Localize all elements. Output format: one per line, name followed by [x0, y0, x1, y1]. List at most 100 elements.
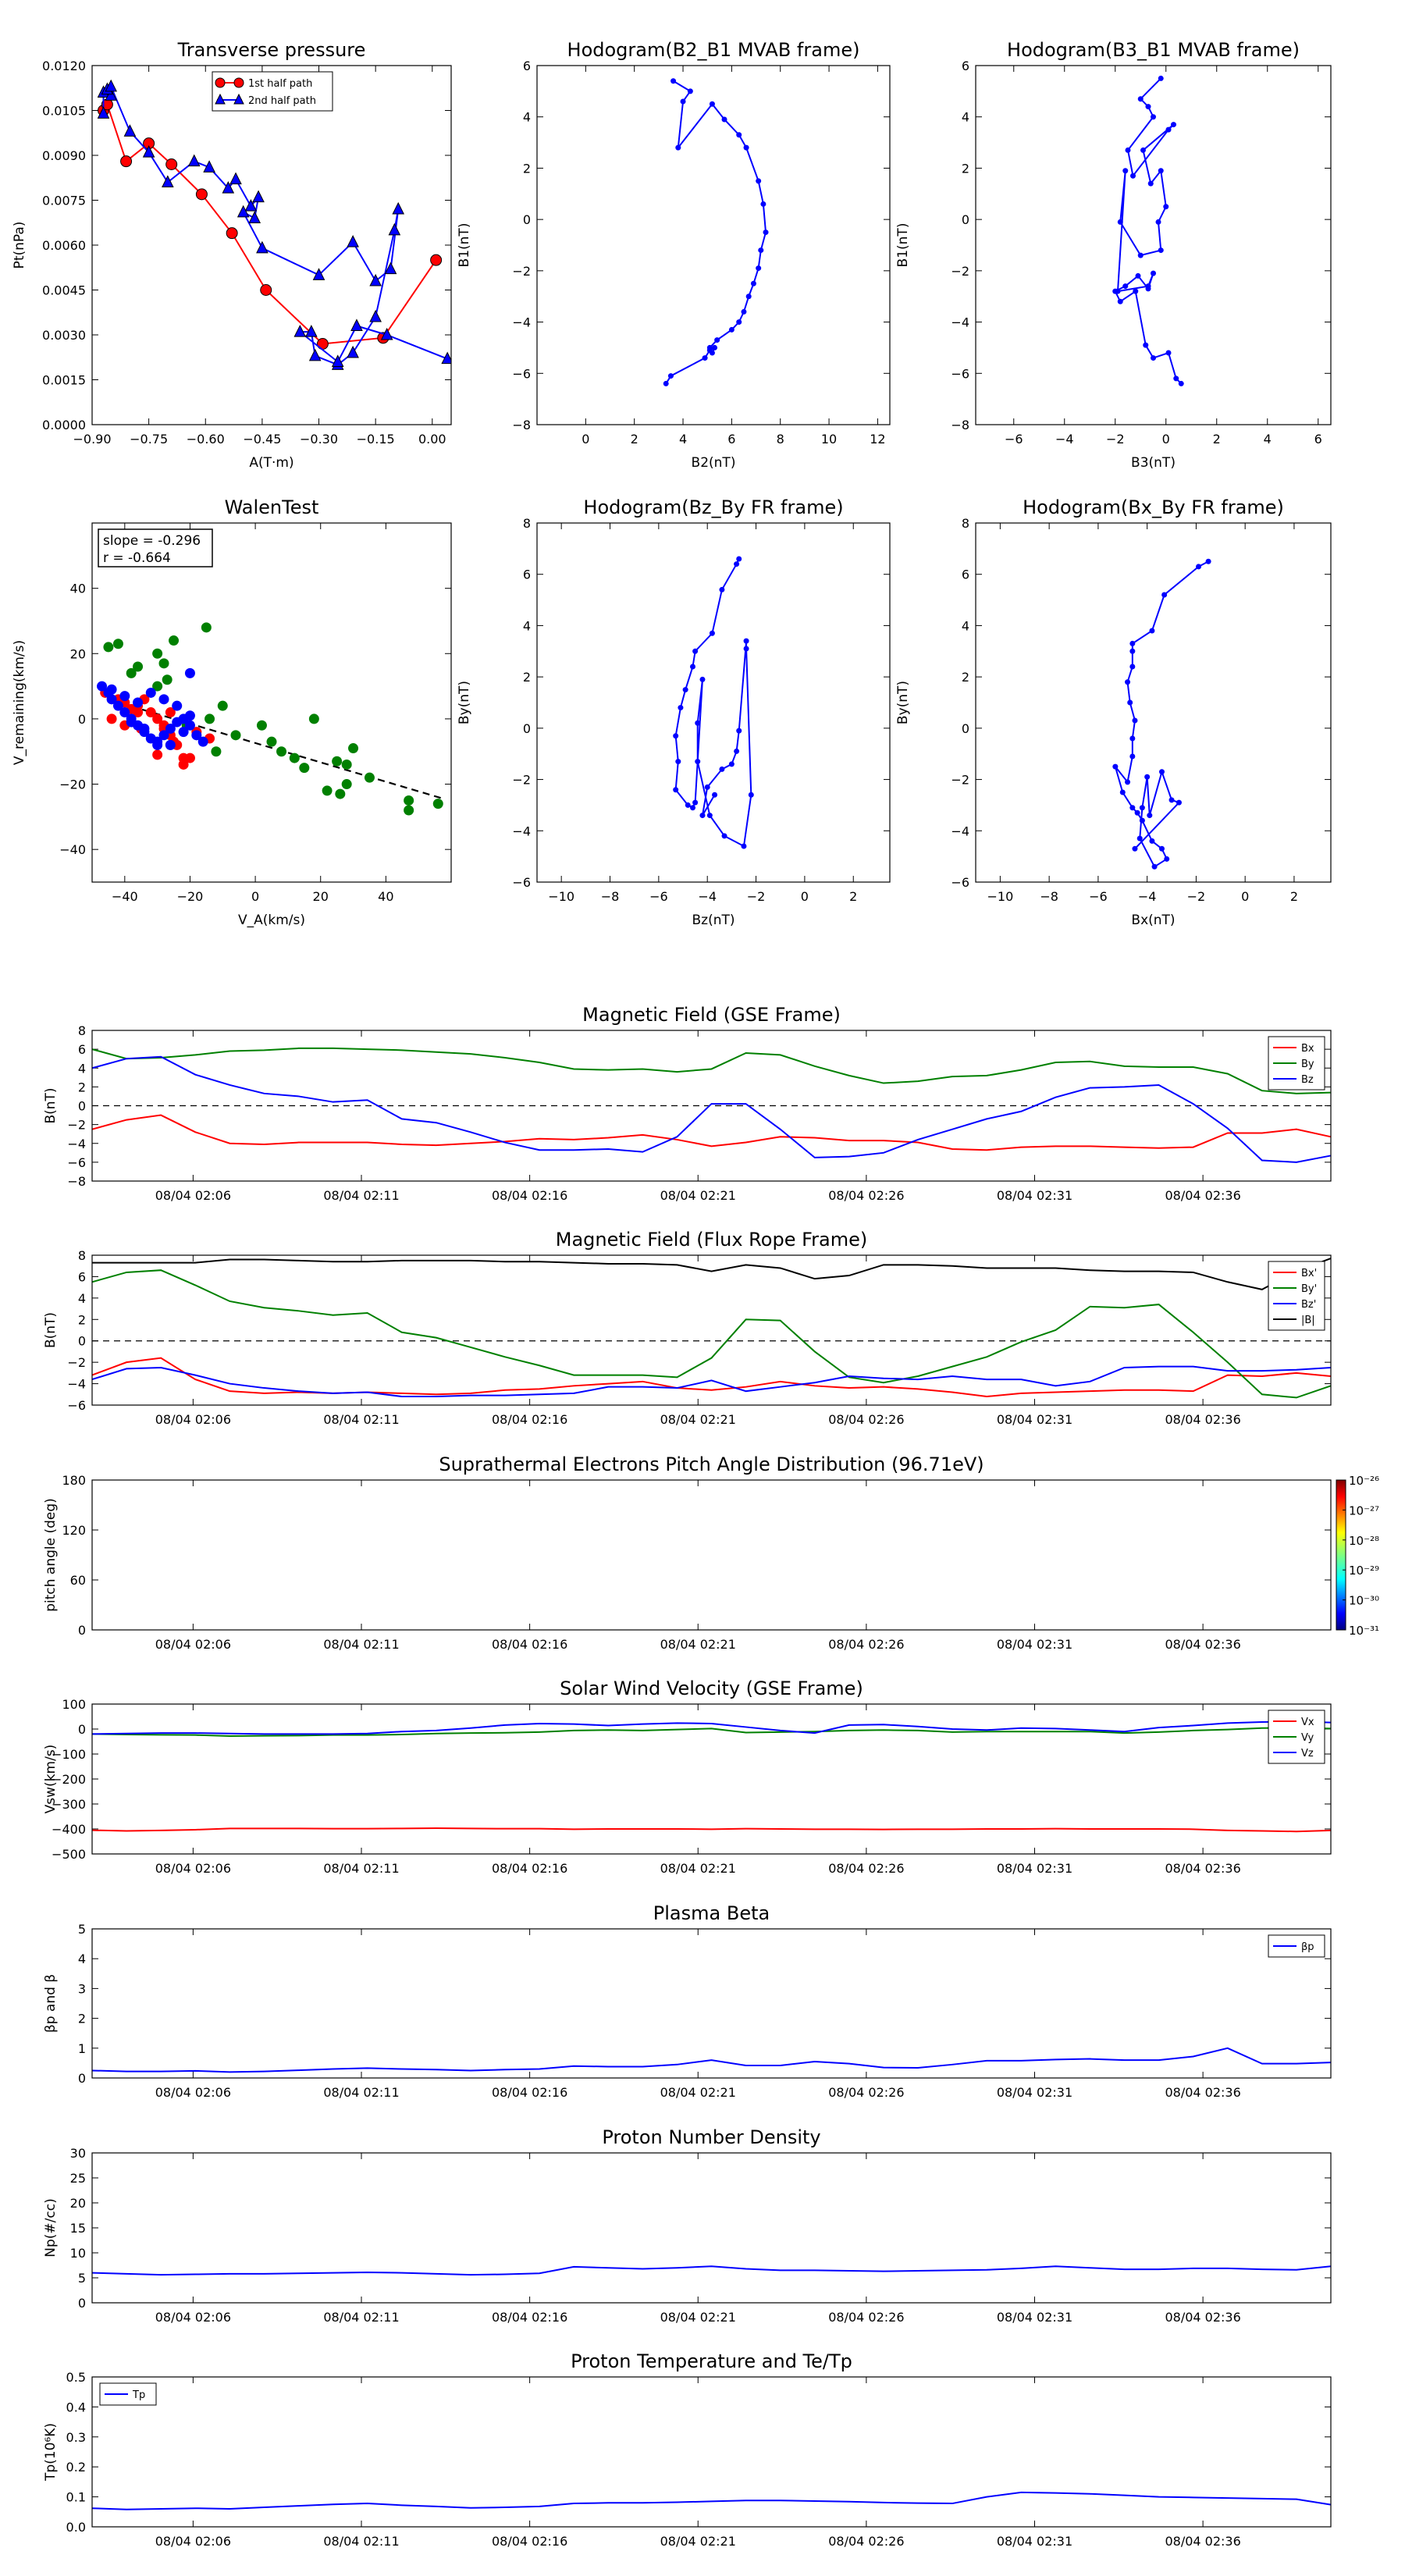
transverse-pressure-ytick-label: 0.0105: [42, 104, 86, 119]
hodogram-bz-by-point: [712, 792, 718, 798]
hodogram-bz-by-point: [721, 833, 727, 839]
walen-test-point: [201, 622, 212, 633]
transverse-pressure-ytick-label: 0.0030: [42, 328, 86, 343]
pad-title: Suprathermal Electrons Pitch Angle Distr…: [439, 1453, 984, 1475]
density-xtick-label: 08/04 02:06: [155, 2310, 231, 2325]
transverse-pressure-point: [237, 205, 250, 218]
hodogram-bz-by-xtick-label: 2: [849, 889, 857, 904]
hodogram-bz-by-point: [719, 586, 725, 592]
temperature-legend: Tp: [99, 2382, 157, 2406]
hodogram-bx-by-point: [1134, 809, 1140, 816]
hodogram-b3-b1-xtick-label: 2: [1213, 432, 1221, 447]
vsw-series-2-line: [91, 1720, 1332, 1735]
beta-xtick-label: 08/04 02:11: [323, 2085, 399, 2100]
vsw-ylabel: Vsw(km/s): [43, 1745, 59, 1814]
density-frame: [91, 2152, 1332, 2304]
temperature-panel: Proton Temperature and Te/Tp 08/04 02:06 0…: [43, 2350, 1332, 2549]
hodogram-bz-by-point: [736, 556, 742, 562]
beta-frame: [91, 1928, 1332, 2079]
transverse-pressure-xtick-label: −0.90: [73, 432, 111, 447]
hodogram-b3-b1-point: [1112, 288, 1119, 294]
transverse-pressure-point: [388, 222, 401, 236]
hodogram-b3-b1-point: [1122, 168, 1129, 174]
walen-test-ytick-label: −20: [59, 777, 86, 792]
hodogram-b2-b1-xtick-label: 0: [582, 432, 589, 447]
hodogram-bx-by-title: Hodogram(Bx_By FR frame): [1023, 496, 1284, 518]
hodogram-b3-b1-point: [1151, 270, 1156, 276]
hodogram-b2-b1-xtick-label: 4: [679, 432, 687, 447]
hodogram-b2-b1-ytick-label: −2: [512, 264, 531, 279]
hodogram-bz-by-ytick-label: 4: [523, 618, 531, 633]
transverse-pressure-point: [293, 325, 307, 337]
hodogram-b3-b1-plot-area: [1112, 75, 1184, 386]
mag-gse-xtick-label: 08/04 02:21: [660, 1188, 736, 1203]
temperature-title: Proton Temperature and Te/Tp: [571, 2350, 852, 2372]
density-xtick-label: 08/04 02:31: [997, 2310, 1072, 2325]
hodogram-b2-b1-point: [663, 380, 669, 386]
temperature-ytick-label: 0.0: [66, 2520, 86, 2535]
vsw-series-1-line: [91, 1727, 1332, 1737]
mag-fr-title: Magnetic Field (Flux Rope Frame): [556, 1229, 867, 1251]
annotation-r: r = -0.664: [103, 550, 171, 566]
walen-test-point: [364, 772, 375, 783]
transverse-pressure-xtick-label: −0.30: [300, 432, 338, 447]
vsw-xtick-label: 08/04 02:21: [660, 1861, 736, 1876]
walen-test-point: [119, 707, 130, 718]
pad-ytick-label: 60: [70, 1573, 86, 1588]
walen-test-point: [184, 720, 195, 731]
hodogram-b2-b1-point: [728, 326, 735, 333]
legend-label: By': [1301, 1283, 1317, 1295]
transverse-pressure-ytick-label: 0.0015: [42, 373, 86, 388]
mag-gse-xtick-label: 08/04 02:11: [323, 1188, 399, 1203]
mag-gse-series-2-line: [91, 1055, 1332, 1163]
transverse-pressure-point: [347, 345, 359, 358]
vsw-xtick-label: 08/04 02:31: [997, 1861, 1072, 1876]
hodogram-b3-b1-ytick-label: −6: [951, 366, 969, 381]
hodogram-b3-b1-xtick-label: −4: [1055, 432, 1074, 447]
hodogram-bx-by-point: [1164, 856, 1170, 862]
hodogram-bz-by-point: [673, 733, 679, 739]
transverse-pressure-point: [165, 158, 178, 170]
temperature-ytick-label: 0.5: [66, 2370, 86, 2385]
vsw-series-0-line: [91, 1827, 1332, 1833]
legend-label: Bz': [1301, 1299, 1316, 1311]
beta-ylabel: βp and β: [43, 1974, 59, 2033]
walen-test-xtick-label: −20: [177, 889, 204, 904]
hodogram-b3-b1-point: [1158, 168, 1164, 174]
hodogram-bx-by-point: [1127, 699, 1133, 706]
mag-fr-ytick-label: 8: [78, 1248, 86, 1263]
hodogram-bx-by-point: [1129, 648, 1136, 654]
hodogram-bz-by-point: [719, 766, 725, 772]
transverse-pressure-xtick-label: −0.75: [130, 432, 168, 447]
hodogram-bz-by-ytick-label: −4: [512, 824, 531, 838]
walen-test-point: [276, 746, 287, 757]
legend-label: 1st half path: [248, 78, 312, 90]
transverse-pressure-ytick-label: 0.0075: [42, 194, 86, 208]
walen-test-point: [165, 739, 176, 750]
beta-xtick-label: 08/04 02:21: [660, 2085, 736, 2100]
mag-fr-xtick-label: 08/04 02:36: [1165, 1412, 1240, 1427]
walen-test-point: [126, 667, 137, 678]
vsw-ytick-label: −300: [52, 1797, 86, 1812]
walen-test-point: [266, 736, 277, 747]
hodogram-b2-b1-panel: Hodogram(B2_B1 MVAB frame) 0 2 4 6 8 10 12 −8 −6 −…: [457, 39, 891, 471]
hodogram-b2-b1-ytick-label: 4: [523, 110, 531, 125]
walen-test-ytick-label: 20: [70, 646, 86, 661]
hodogram-bx-by-ytick-label: 0: [962, 721, 969, 736]
walen-test-xtick-label: 20: [313, 889, 329, 904]
hodogram-bx-by-xtick-label: 0: [1241, 889, 1249, 904]
hodogram-bz-by-point: [695, 720, 701, 726]
density-ytick-label: 10: [70, 2246, 86, 2261]
hodogram-bz-by-panel: Hodogram(Bz_By FR frame) −10 −8 −6 −4 −2 0 2 −6 −…: [457, 496, 891, 928]
legend-box: [212, 71, 333, 112]
hodogram-bx-by-point: [1129, 664, 1136, 670]
hodogram-b2-b1-ytick-label: 2: [523, 161, 531, 176]
hodogram-bx-by-point: [1147, 813, 1153, 819]
transverse-pressure-point: [187, 154, 201, 167]
hodogram-b2-b1-ytick-label: −8: [512, 418, 531, 432]
hodogram-bz-by-point: [734, 561, 740, 568]
hodogram-bz-by-point: [695, 759, 701, 765]
hodogram-b2-b1-point: [763, 229, 769, 236]
hodogram-b2-b1-point: [736, 319, 742, 326]
beta-ytick-label: 3: [78, 1981, 86, 1996]
